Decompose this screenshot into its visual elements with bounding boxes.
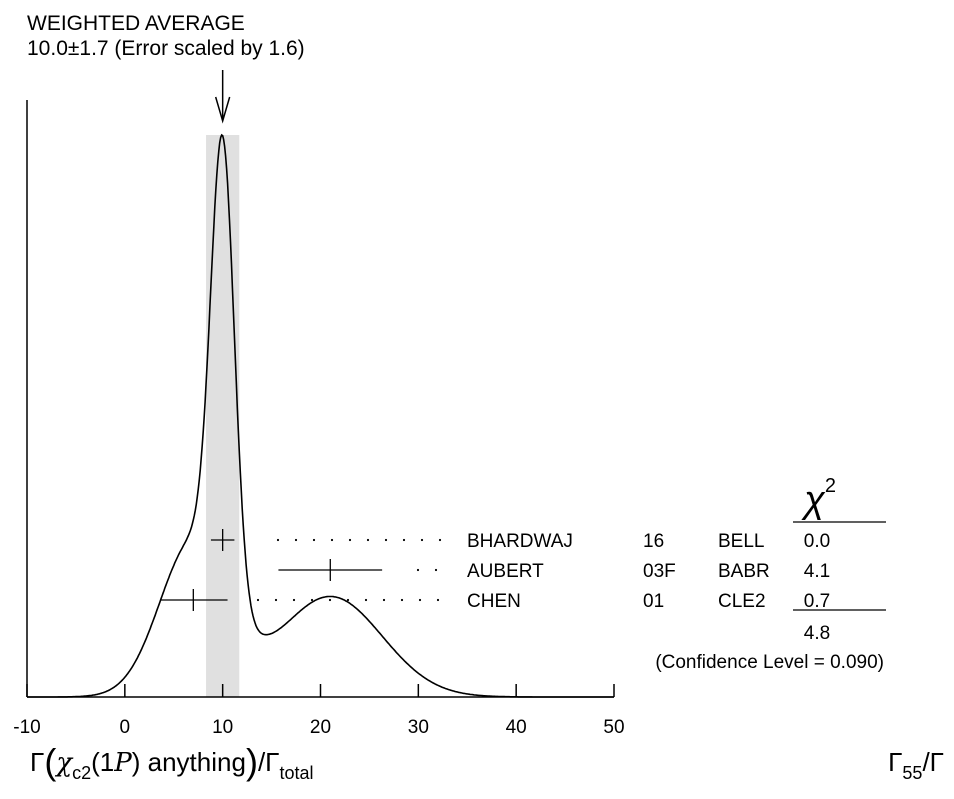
experiment-label: BABR (718, 561, 770, 582)
chi2-column: χ2 4.8 (Confidence Level = 0.090) (655, 475, 886, 673)
x-tick-label: 50 (603, 717, 624, 738)
leader-dot (310, 598, 314, 602)
leader-dot (366, 538, 370, 542)
total-subscript: total (279, 763, 314, 783)
anything-label: anything (147, 747, 246, 777)
leader-dot (420, 538, 424, 542)
year-label: 01 (643, 591, 664, 612)
chart-title: WEIGHTED AVERAGE (27, 12, 245, 35)
measurement-points (160, 529, 383, 611)
ratio-label: Γ55/Γ (888, 740, 944, 795)
year-label: 03F (643, 561, 676, 582)
leader-dot (382, 598, 386, 602)
state-close: ) (131, 747, 141, 777)
ratio-subscript: 55 (902, 763, 923, 783)
chi2-value: 0.0 (804, 531, 830, 552)
slash-gamma: /Γ (257, 747, 280, 777)
arrow-head (214, 96, 231, 124)
leader-dot (274, 598, 278, 602)
author-label: AUBERT (467, 561, 544, 582)
leader-dot (292, 598, 296, 602)
leader-dot (346, 598, 350, 602)
state-open: (1 (91, 747, 115, 777)
x-tick-label: 30 (408, 717, 429, 738)
leader-dot (418, 598, 422, 602)
leader-dot (402, 538, 406, 542)
leader-dot (438, 538, 442, 542)
year-label: 16 (643, 531, 664, 552)
x-tick-label: 20 (310, 717, 331, 738)
x-axis-quantity-label: Γ(χc2(1P) anything)/Γtotal (30, 740, 314, 795)
chi-subscript: c2 (72, 763, 92, 783)
leader-dot (436, 598, 440, 602)
close-paren: ) (245, 741, 258, 782)
weighted-average-arrow (214, 70, 231, 124)
x-tick-label: 10 (212, 717, 233, 738)
chi2-total: 4.8 (804, 623, 830, 644)
leader-dot (434, 568, 438, 572)
leader-dot (348, 538, 352, 542)
leader-dot (328, 598, 332, 602)
ratio-gamma: Γ (888, 747, 903, 777)
weighted-average-value: 10.0±1.7 (Error scaled by 1.6) (27, 37, 305, 60)
ideogram-curve (27, 133, 614, 698)
leader-dot (416, 568, 420, 572)
weighted-average-band (206, 135, 240, 697)
leader-dot (294, 538, 298, 542)
chi2-value: 4.1 (804, 561, 830, 582)
x-tick-label: -10 (13, 717, 40, 738)
state-p: P (114, 748, 132, 778)
chi2-header: χ2 (801, 475, 836, 521)
leader-dot (384, 538, 388, 542)
ratio-denominator: /Γ (922, 747, 944, 777)
leader-dot (312, 538, 316, 542)
gamma-symbol: Γ (30, 747, 45, 777)
experiment-label: BELL (718, 531, 764, 552)
leader-dot (330, 538, 334, 542)
leader-dot (256, 598, 260, 602)
leader-dot (276, 538, 280, 542)
open-paren: ( (44, 741, 57, 782)
chi-symbol: χ (56, 748, 73, 778)
author-label: CHEN (467, 591, 521, 612)
author-label: BHARDWAJ (467, 531, 573, 552)
confidence-level: (Confidence Level = 0.090) (655, 652, 884, 673)
leader-dot (400, 598, 404, 602)
x-axis-ticks: -10 0 10 20 30 40 50 (13, 684, 625, 738)
chi2-value: 0.7 (804, 591, 830, 612)
x-tick-label: 0 (120, 717, 131, 738)
measurement-table: BHARDWAJ 16 BELL 0.0 AUBERT 03F BABR 4.1 CHEN 01 C… (256, 531, 830, 612)
experiment-label: CLE2 (718, 591, 766, 612)
x-tick-label: 40 (506, 717, 527, 738)
leader-dot (364, 598, 368, 602)
